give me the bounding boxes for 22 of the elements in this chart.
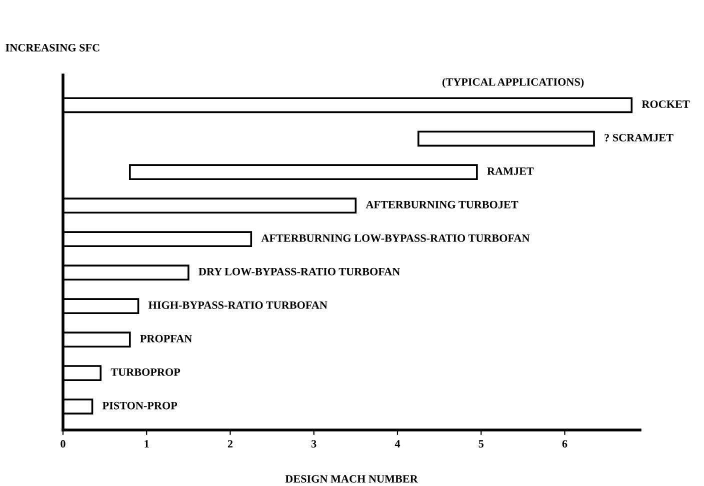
bar (417, 130, 595, 147)
x-tick-label: 6 (562, 440, 568, 448)
y-tick-label: TURBOPROP (110, 368, 180, 376)
y-axis-title: INCREASING SFC (6, 44, 100, 52)
x-tick-label: 3 (312, 440, 316, 448)
y-tick-label: PROPFAN (140, 334, 192, 342)
x-tick-label: 1 (144, 440, 149, 448)
x-tick-label: 0 (60, 440, 66, 448)
y-tick-label: ? SCRAMJET (604, 134, 674, 142)
bar (128, 164, 478, 180)
y-tick-label: AFTERBURNING LOW-BYPASS-RATIO TURBOFAN (261, 234, 530, 242)
x-tick-label: 2 (228, 440, 233, 448)
y-tick-label: PISTON-PROP (102, 402, 178, 410)
y-tick-label: RAMJET (487, 167, 534, 175)
y-tick-label: AFTERBURNING TURBOJET (366, 200, 518, 208)
y-tick-label: DRY LOW-BYPASS-RATIO TURBOFAN (198, 268, 400, 276)
x-tick-label: 5 (478, 440, 484, 448)
x-axis-title: DESIGN MACH NUMBER (285, 475, 418, 483)
x-tick-label: 4 (394, 440, 400, 448)
y-tick-label: HIGH-BYPASS-RATIO TURBOFAN (148, 301, 328, 309)
y-tick-label: ROCKET (642, 100, 690, 108)
annotation: (TYPICAL APPLICATIONS) (442, 78, 584, 88)
